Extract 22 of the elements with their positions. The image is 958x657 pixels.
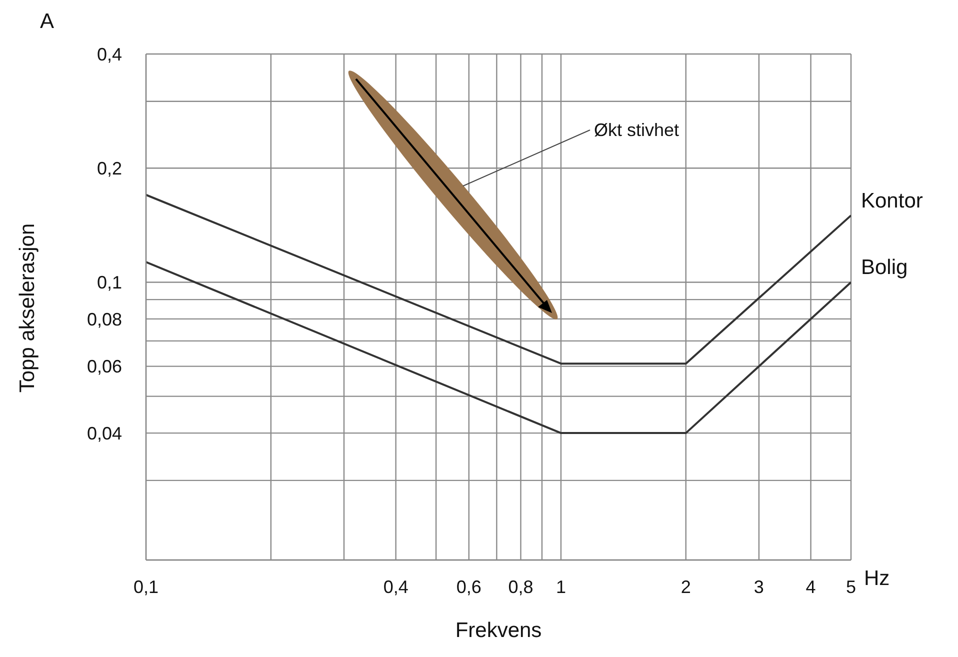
x-tick-label: 4 [806, 576, 816, 597]
y-tick-label: 0,06 [86, 356, 122, 377]
text: A [40, 10, 54, 33]
series-label: Bolig [861, 256, 908, 280]
x-tick-label: 0,6 [456, 576, 482, 597]
x-tick-label: 3 [754, 576, 764, 597]
y-tick-label: 0,08 [86, 309, 122, 330]
y-tick-label: 0,04 [86, 423, 122, 444]
x-tick-label: 5 [846, 576, 856, 597]
y-tick-label: 0,4 [96, 44, 122, 64]
x-tick-label: 1 [556, 576, 566, 597]
x-tick-label: 0,4 [383, 576, 408, 597]
text: Hz [864, 567, 890, 590]
series-label: Kontor [861, 189, 923, 212]
x-tick-label: 0,8 [508, 576, 534, 597]
y-tick-label: 0,1 [96, 272, 122, 293]
y-axis-title: Topp akselerasjon [16, 223, 39, 393]
x-tick-label: 2 [680, 576, 691, 597]
x-tick-label: 0,1 [133, 576, 159, 597]
annotation: Økt stivhet [594, 120, 680, 140]
y-tick-label: 0,2 [96, 158, 122, 178]
x-axis-title: Frekvens [455, 618, 542, 642]
